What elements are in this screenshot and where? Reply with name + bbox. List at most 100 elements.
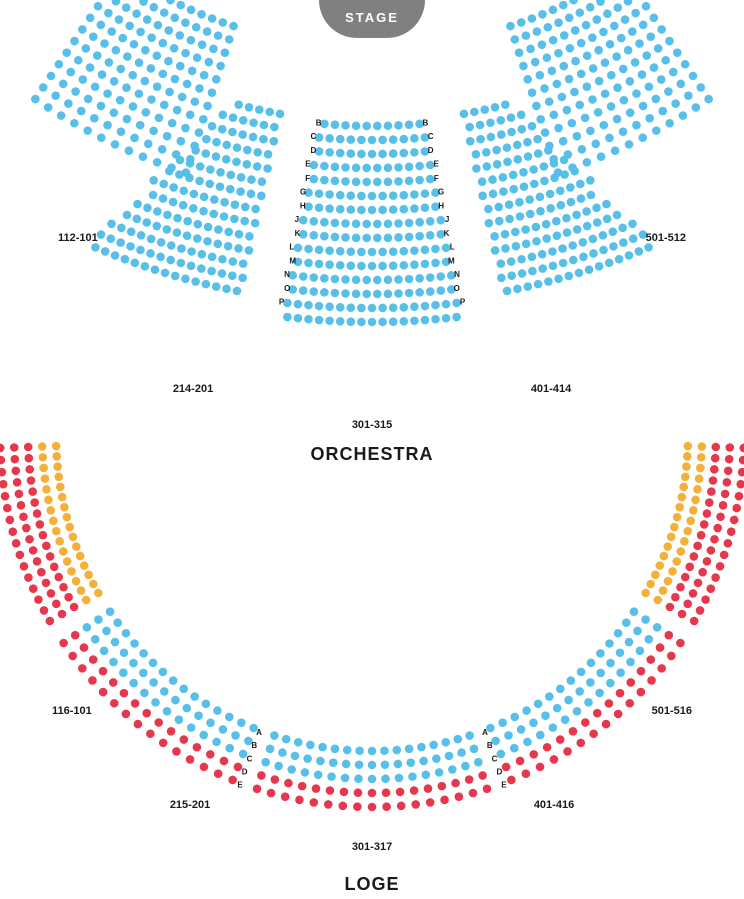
orchestra-wing-seat[interactable] xyxy=(163,211,172,220)
loge-seat[interactable] xyxy=(42,542,51,551)
orchestra-wing-seat[interactable] xyxy=(212,282,221,291)
loge-seat[interactable] xyxy=(327,772,336,781)
orchestra-wing-seat[interactable] xyxy=(524,152,533,161)
orchestra-wing-seat[interactable] xyxy=(516,212,525,221)
orchestra-wing-seat[interactable] xyxy=(249,133,258,142)
loge-seat[interactable] xyxy=(186,755,195,764)
loge-seat[interactable] xyxy=(536,731,545,740)
orchestra-center-seat[interactable] xyxy=(384,219,393,228)
loge-seat[interactable] xyxy=(120,689,129,698)
orchestra-far-seat[interactable] xyxy=(577,39,586,48)
orchestra-center-seat[interactable] xyxy=(325,302,334,311)
orchestra-wing-seat[interactable] xyxy=(177,259,186,268)
loge-seat[interactable] xyxy=(206,750,215,759)
orchestra-center-seat[interactable] xyxy=(352,163,361,172)
orchestra-far-seat[interactable] xyxy=(111,140,120,149)
orchestra-center-seat[interactable] xyxy=(405,233,414,242)
orchestra-wing-seat[interactable] xyxy=(533,135,542,144)
orchestra-wing-seat[interactable] xyxy=(613,211,622,220)
loge-seat[interactable] xyxy=(534,700,543,709)
orchestra-wing-seat[interactable] xyxy=(187,247,196,256)
orchestra-far-seat[interactable] xyxy=(541,128,550,137)
orchestra-far-seat[interactable] xyxy=(186,111,195,120)
orchestra-center-seat[interactable] xyxy=(389,317,398,326)
orchestra-wing-seat[interactable] xyxy=(149,176,158,185)
loge-seat[interactable] xyxy=(553,704,562,713)
orchestra-wing-seat[interactable] xyxy=(173,214,182,223)
loge-seat[interactable] xyxy=(267,789,276,798)
loge-seat[interactable] xyxy=(49,516,58,525)
orchestra-wing-seat[interactable] xyxy=(159,194,168,203)
loge-seat[interactable] xyxy=(689,506,698,515)
orchestra-far-seat[interactable] xyxy=(577,70,586,79)
loge-seat[interactable] xyxy=(24,573,33,582)
orchestra-wing-seat[interactable] xyxy=(121,255,130,264)
orchestra-far-seat[interactable] xyxy=(573,132,582,141)
orchestra-far-seat[interactable] xyxy=(153,82,162,91)
orchestra-wing-seat[interactable] xyxy=(486,118,495,127)
loge-seat[interactable] xyxy=(368,775,377,784)
orchestra-wing-seat[interactable] xyxy=(478,177,487,186)
orchestra-far-seat[interactable] xyxy=(554,18,563,27)
orchestra-wing-seat[interactable] xyxy=(548,247,557,256)
loge-seat[interactable] xyxy=(326,786,335,795)
loge-seat[interactable] xyxy=(470,745,479,754)
orchestra-far-seat[interactable] xyxy=(229,22,238,31)
orchestra-wing-seat[interactable] xyxy=(483,162,492,171)
loge-seat[interactable] xyxy=(510,744,519,753)
orchestra-center-seat[interactable] xyxy=(415,162,424,171)
loge-seat[interactable] xyxy=(396,788,405,797)
loge-seat[interactable] xyxy=(382,802,391,811)
orchestra-wing-seat[interactable] xyxy=(517,111,526,120)
orchestra-far-seat[interactable] xyxy=(159,70,168,79)
loge-seat[interactable] xyxy=(266,745,275,754)
orchestra-far-seat[interactable] xyxy=(176,62,185,71)
orchestra-wing-seat[interactable] xyxy=(265,108,274,117)
loge-seat[interactable] xyxy=(10,443,19,452)
orchestra-wing-seat[interactable] xyxy=(149,191,158,200)
loge-seat[interactable] xyxy=(295,796,304,805)
orchestra-wing-seat[interactable] xyxy=(494,203,503,212)
orchestra-far-seat[interactable] xyxy=(129,102,138,111)
orchestra-wing-seat[interactable] xyxy=(183,217,192,226)
loge-seat[interactable] xyxy=(139,649,148,658)
orchestra-wing-seat[interactable] xyxy=(497,259,506,268)
orchestra-far-seat[interactable] xyxy=(130,40,139,49)
orchestra-wing-seat[interactable] xyxy=(136,246,145,255)
orchestra-wing-seat[interactable] xyxy=(216,168,225,177)
orchestra-center-seat[interactable] xyxy=(357,248,366,257)
orchestra-wing-seat[interactable] xyxy=(177,244,186,253)
loge-seat[interactable] xyxy=(52,452,61,461)
loge-seat[interactable] xyxy=(602,720,611,729)
orchestra-wing-seat[interactable] xyxy=(243,160,252,169)
orchestra-center-seat[interactable] xyxy=(362,220,371,229)
orchestra-center-seat[interactable] xyxy=(368,192,377,201)
orchestra-far-seat[interactable] xyxy=(175,31,184,40)
loge-seat[interactable] xyxy=(709,476,718,485)
loge-seat[interactable] xyxy=(100,647,109,656)
orchestra-center-seat[interactable] xyxy=(352,177,361,186)
loge-seat[interactable] xyxy=(735,492,744,501)
orchestra-far-seat[interactable] xyxy=(172,150,181,159)
loge-seat[interactable] xyxy=(680,537,689,546)
orchestra-center-seat[interactable] xyxy=(299,272,308,281)
loge-seat[interactable] xyxy=(453,735,462,744)
orchestra-center-seat[interactable] xyxy=(315,260,324,269)
orchestra-wing-seat[interactable] xyxy=(485,219,494,228)
loge-seat[interactable] xyxy=(703,557,712,566)
loge-seat[interactable] xyxy=(70,603,79,612)
loge-seat[interactable] xyxy=(675,503,684,512)
loge-seat[interactable] xyxy=(671,593,680,602)
loge-seat[interactable] xyxy=(282,735,291,744)
loge-seat[interactable] xyxy=(179,684,188,693)
orchestra-far-seat[interactable] xyxy=(158,145,167,154)
orchestra-far-seat[interactable] xyxy=(149,127,158,136)
orchestra-far-seat[interactable] xyxy=(118,34,127,43)
orchestra-far-seat[interactable] xyxy=(86,63,95,72)
orchestra-wing-seat[interactable] xyxy=(240,217,249,226)
orchestra-wing-seat[interactable] xyxy=(556,186,565,195)
orchestra-wing-seat[interactable] xyxy=(234,244,243,253)
orchestra-center-seat[interactable] xyxy=(325,204,334,213)
loge-seat[interactable] xyxy=(142,709,151,718)
orchestra-center-seat[interactable] xyxy=(384,276,393,285)
